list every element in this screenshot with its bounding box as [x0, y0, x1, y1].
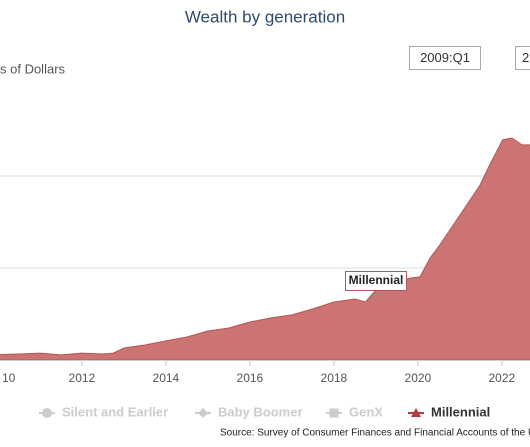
plot: Millennial 10 2012 2014 2016 2018 2020 2022 [0, 138, 530, 385]
tooltip: 2009:Q1 2 [410, 47, 530, 70]
source-note: Source: Survey of Consumer Finances and … [220, 428, 530, 439]
legend-item[interactable]: GenX [326, 404, 383, 419]
legend-label: Silent and Earlier [62, 404, 168, 419]
tooltip-text: 2 [522, 50, 529, 65]
legend: Silent and Earlier Baby Boomer GenX Millenn… [39, 404, 490, 419]
series-label: Millennial [349, 273, 404, 287]
x-tick-label: 2016 [237, 371, 264, 385]
x-tick-label: 2014 [153, 371, 180, 385]
x-tick-label: 2020 [405, 371, 432, 385]
tooltip-text: 2009:Q1 [420, 50, 470, 65]
legend-item[interactable]: Silent and Earlier [39, 404, 168, 419]
legend-label: Millennial [431, 404, 490, 419]
x-tick-label: 2022 [489, 371, 516, 385]
x-tick-label: 2018 [321, 371, 348, 385]
legend-label: GenX [349, 404, 383, 419]
legend-item[interactable]: Baby Boomer [195, 404, 303, 419]
area [0, 138, 530, 360]
legend-marker [330, 409, 339, 418]
chart-title: Wealth by generation [185, 7, 345, 26]
legend-marker [198, 408, 208, 418]
x-tick-label: 2012 [69, 371, 96, 385]
legend-item[interactable]: Millennial [408, 404, 490, 419]
x-tick-label: 10 [2, 371, 16, 385]
y-axis-label: s of Dollars [0, 61, 66, 76]
legend-marker [42, 408, 52, 418]
legend-label: Baby Boomer [218, 404, 303, 419]
